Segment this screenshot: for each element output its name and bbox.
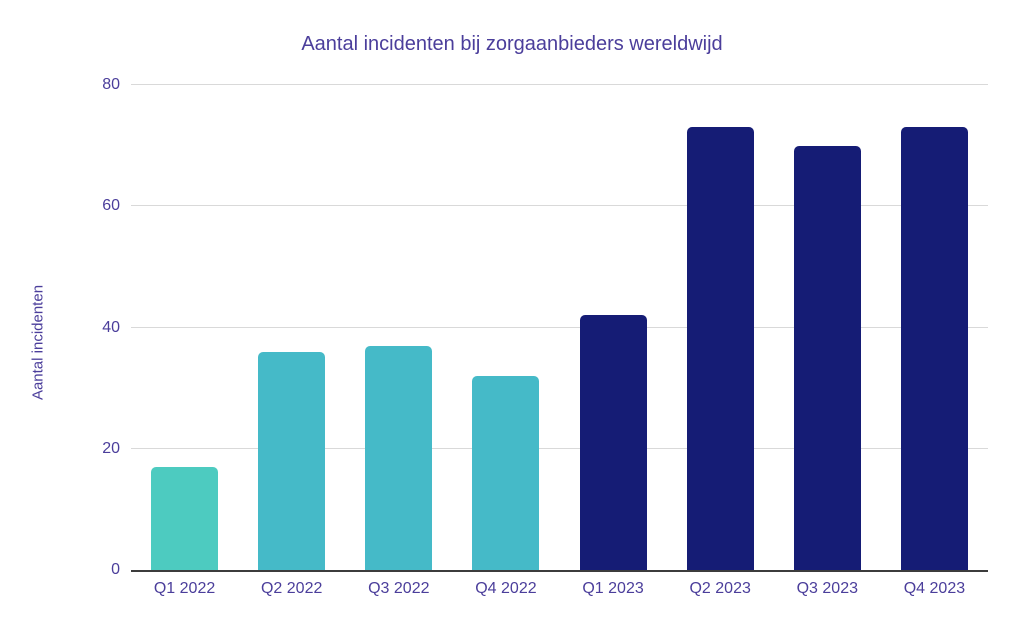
bar-slot-q1-2023 xyxy=(560,85,667,570)
chart-title: Aantal incidenten bij zorgaanbieders wer… xyxy=(301,33,723,55)
bar-slot-q3-2023 xyxy=(774,85,881,570)
bar-q3-2022 xyxy=(365,345,433,570)
bar-q4-2023 xyxy=(900,127,968,570)
x-tick-label-q2-2022: Q2 2022 xyxy=(260,580,323,597)
x-tick-label-q4-2022: Q4 2022 xyxy=(475,580,537,597)
bar-q2-2022 xyxy=(258,351,326,570)
bar-slot-q1-2022 xyxy=(131,85,238,570)
x-tick-label-q3-2023: Q3 2023 xyxy=(796,580,858,597)
x-axis-labels: Q1 2022 Q2 2022 Q3 2022 Q4 2022 Q1 2023 Q2 20… xyxy=(131,580,988,598)
bar-q1-2023 xyxy=(579,315,647,570)
bar-series xyxy=(131,85,988,570)
y-tick-label-20: 20 xyxy=(102,439,120,457)
bar-q1-2022 xyxy=(151,466,219,570)
y-axis-ticks: 0 20 40 60 80 xyxy=(0,77,120,578)
bar-slot-q2-2023 xyxy=(667,85,774,570)
x-tick-label-q4-2023: Q4 2023 xyxy=(903,580,966,597)
x-tick-label-q3-2022: Q3 2022 xyxy=(368,580,430,597)
x-tick-label-q1-2022: Q1 2022 xyxy=(153,580,216,597)
x-tick-label-q2-2023: Q2 2023 xyxy=(689,580,751,597)
y-tick-label-40: 40 xyxy=(102,318,120,336)
bar-slot-q2-2022 xyxy=(238,85,345,570)
gridline-20 xyxy=(131,447,988,449)
x-tick-label-q1-2023: Q1 2023 xyxy=(582,580,644,597)
bar-slot-q4-2022 xyxy=(452,85,559,570)
gridline-60 xyxy=(131,205,988,207)
bar-q4-2022 xyxy=(472,376,540,570)
gridline-80 xyxy=(131,84,988,85)
plot-area xyxy=(131,84,988,572)
bar-q2-2023 xyxy=(686,127,754,570)
bar-slot-q4-2023 xyxy=(881,85,988,570)
gridline-40 xyxy=(131,326,988,328)
bar-q3-2023 xyxy=(793,145,861,570)
bar-slot-q3-2022 xyxy=(345,85,452,570)
y-tick-label-0: 0 xyxy=(111,561,120,578)
y-tick-label-80: 80 xyxy=(102,76,120,93)
y-tick-label-60: 60 xyxy=(102,197,120,215)
